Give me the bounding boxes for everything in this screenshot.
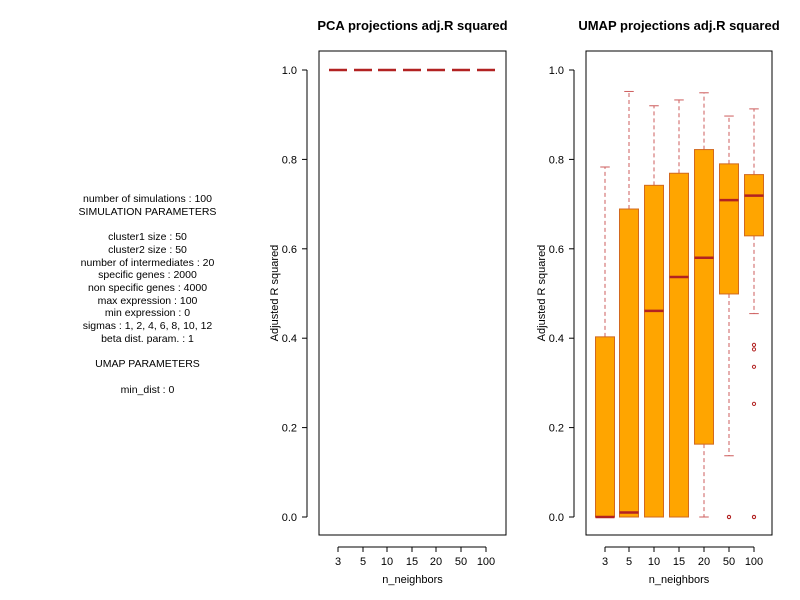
y-tick-label: 0.2: [282, 423, 297, 435]
x-tick-label: 5: [360, 556, 366, 568]
x-tick-label: 20: [698, 556, 710, 568]
x-tick-label: 20: [430, 556, 442, 568]
y-axis-label: Adjusted R squared: [536, 245, 548, 342]
pca-chart: PCA projections adj.R squared 0.0 0.2 0.4 0.…: [269, 18, 508, 586]
y-tick-label: 0.4: [282, 333, 297, 345]
simulation-parameters-panel: number of simulations : 100 SIMULATION PA…: [40, 193, 255, 396]
x-axis-label: n_neighbors: [649, 574, 710, 586]
param-line: number of intermediates : 20: [80, 256, 215, 269]
param-line: specific genes : 2000: [98, 269, 197, 282]
outlier-point: [751, 364, 757, 369]
box-50: [719, 115, 739, 520]
box-20: [694, 92, 714, 518]
chart-title: PCA projections adj.R squared: [317, 18, 507, 33]
box-body: [595, 336, 615, 518]
y-tick-label: 0.8: [549, 154, 564, 166]
y-tick-label: 0.6: [549, 244, 564, 256]
param-line: min expression : 0: [104, 307, 191, 320]
box-body: [694, 149, 714, 445]
param-line: SIMULATION PARAMETERS: [78, 205, 217, 218]
box-body: [669, 172, 689, 518]
outlier-point: [751, 347, 757, 352]
outlier-point: [751, 514, 757, 520]
x-tick-label: 5: [626, 556, 632, 568]
box-100: [744, 108, 764, 520]
y-tick-label: 0.8: [282, 154, 297, 166]
param-line: min_dist : 0: [120, 383, 175, 396]
box-5: [619, 90, 639, 518]
box-body: [744, 174, 764, 237]
y-tick-label: 0.0: [282, 512, 297, 524]
param-line: beta dist. param. : 1: [101, 332, 194, 345]
chart-title: UMAP projections adj.R squared: [578, 18, 779, 33]
umap-chart: UMAP projections adj.R squared 0.0 0.2 0.4 0…: [536, 18, 780, 586]
plot-frame: [585, 50, 773, 536]
x-tick-label: 10: [648, 556, 660, 568]
param-line: cluster1 size : 50: [108, 231, 187, 244]
y-tick-label: 0.4: [549, 333, 564, 345]
x-tick-label: 15: [406, 556, 418, 568]
y-tick-label: 1.0: [282, 65, 297, 77]
box-10: [644, 105, 664, 518]
y-axis-label: Adjusted R squared: [269, 245, 281, 342]
x-tick-label: 50: [723, 556, 735, 568]
param-line: non specific genes : 4000: [87, 281, 208, 294]
y-tick-label: 0.6: [282, 244, 297, 256]
outlier-point: [751, 401, 757, 407]
param-line: UMAP PARAMETERS: [95, 358, 200, 371]
x-tick-label: 50: [455, 556, 467, 568]
outlier-point: [726, 514, 732, 520]
box-body: [619, 208, 639, 518]
outlier-point: [751, 342, 757, 348]
box-15: [669, 99, 689, 518]
x-tick-label: 3: [602, 556, 608, 568]
param-line: number of simulations : 100: [83, 193, 212, 205]
x-axis-label: n_neighbors: [382, 574, 443, 586]
param-line: sigmas : 1, 2, 4, 6, 8, 10, 12: [82, 320, 213, 333]
x-tick-label: 3: [335, 556, 341, 568]
box-body: [644, 184, 664, 518]
y-tick-label: 0.0: [549, 512, 564, 524]
plot-frame: [318, 50, 507, 536]
x-tick-label: 15: [673, 556, 685, 568]
x-tick-label: 100: [745, 556, 763, 568]
param-line: cluster2 size : 50: [108, 243, 187, 256]
y-tick-label: 0.2: [549, 423, 564, 435]
box-3: [595, 166, 615, 519]
x-tick-label: 10: [381, 556, 393, 568]
param-line: max expression : 100: [97, 294, 198, 307]
x-tick-label: 100: [477, 556, 495, 568]
y-tick-label: 1.0: [549, 65, 564, 77]
box-body: [719, 163, 739, 295]
